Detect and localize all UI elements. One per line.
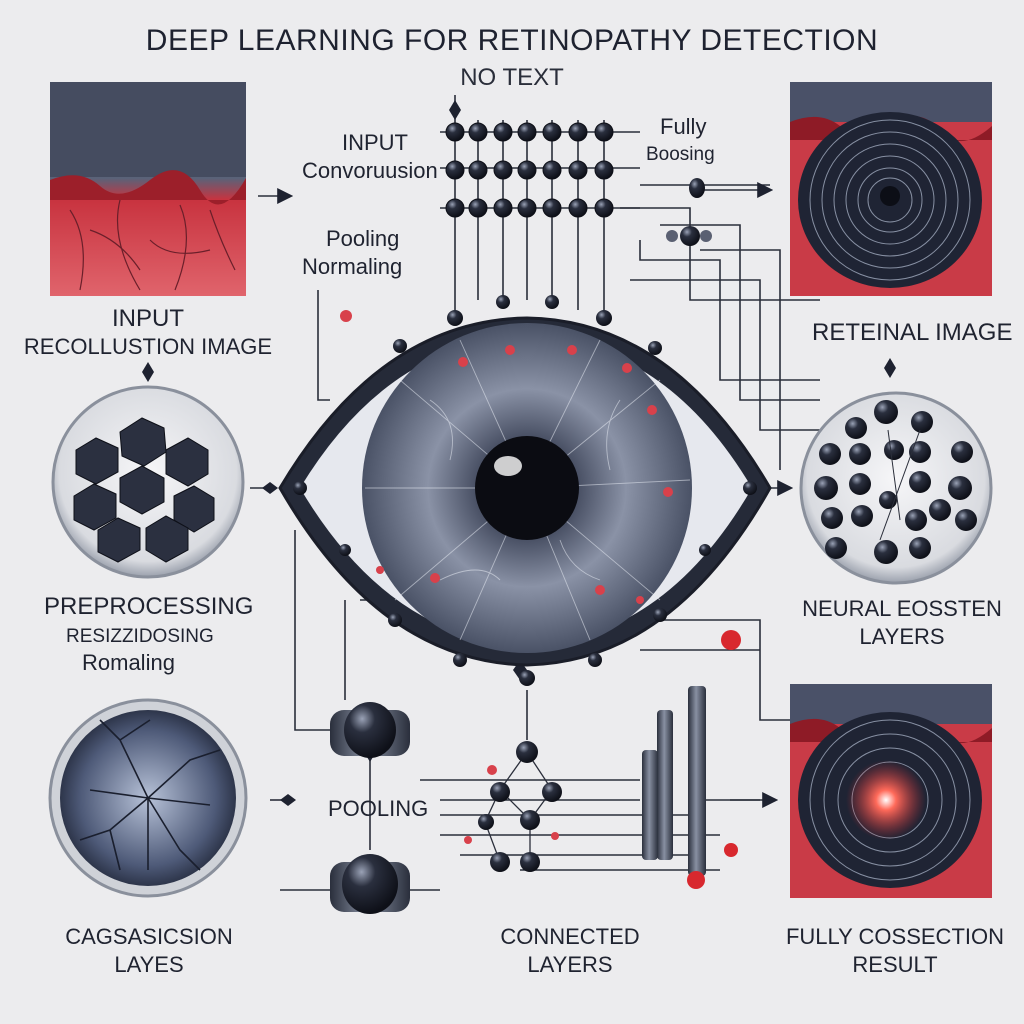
preprocessing-disc (51, 385, 245, 579)
diagram-subtitle: NO TEXT (460, 64, 564, 91)
label-input: INPUT (342, 130, 408, 155)
label-input-image: RECOLLUSTION IMAGE (23, 334, 273, 359)
retinal-image-panel (790, 82, 992, 296)
connected-bars (642, 630, 741, 889)
label-connected-1: CONNECTED (500, 924, 640, 949)
label-input-heading: INPUT (112, 305, 184, 332)
label-fully-connection-1: FULLY COSSECTION (785, 924, 1004, 949)
label-retinal-image: RETEINAL IMAGE (812, 319, 1013, 346)
connected-layer-network (464, 741, 562, 872)
label-fully: Fully (660, 114, 707, 139)
classification-fundus-disc (48, 698, 248, 898)
input-tissue-image (50, 82, 246, 296)
label-boosing: Boosing (646, 144, 715, 165)
label-fully-connection-2: RESULT (852, 952, 938, 977)
label-normaling-top: Normaling (302, 254, 403, 279)
label-romaling: Romaling (82, 650, 175, 675)
label-pooling-top: Pooling (326, 226, 400, 251)
label-pooling-bottom: POOLING (328, 796, 429, 821)
label-convolution: Convoruusion (302, 158, 438, 183)
node-lattice (445, 122, 712, 246)
label-neural-layers-1: NEURAL EOSSTEN (802, 596, 1002, 621)
central-eye (278, 295, 772, 686)
diagram-title: DEEP LEARNING FOR RETINOPATHY DETECTION (145, 24, 879, 57)
label-neural-layers-2: LAYERS (859, 624, 945, 649)
label-preprocessing: PREPROCESSING (44, 593, 254, 620)
neural-layers-disc (799, 391, 993, 585)
connector-lines (250, 95, 820, 891)
label-classification-2: LAYES (114, 952, 184, 977)
pooling-capsules (330, 702, 410, 914)
result-retina-panel (790, 684, 992, 898)
label-classification-1: CAGSASICSION (65, 924, 233, 949)
label-connected-2: LAYERS (527, 952, 613, 977)
label-resizing: RESIZZIDOSING (66, 626, 214, 647)
